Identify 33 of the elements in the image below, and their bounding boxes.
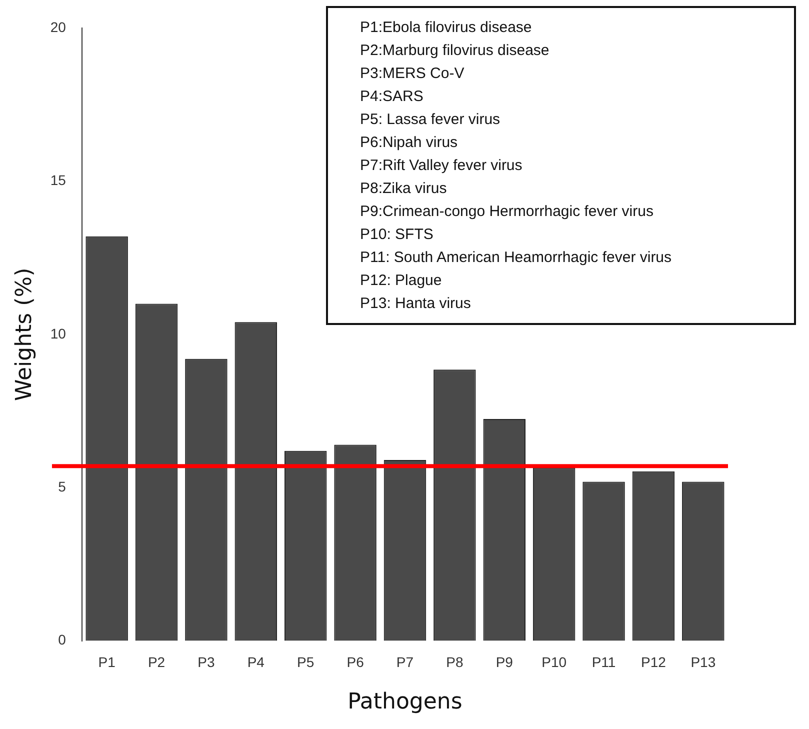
x-tick-label: P3 [198,654,215,670]
annotation: P5: Lassa fever virus [360,110,502,130]
annotation: P1:Ebola filovirus disease [360,18,533,38]
x-tick-label: P10 [542,654,567,670]
y-axis-title: Weights (%) [12,268,37,401]
x-tick-label: P6 [346,654,364,670]
x-tick-label: P4 [247,654,265,670]
x-tick-label: P1 [98,654,116,670]
y-tick-label: 10 [50,325,66,342]
annotation: P11: South American Heamorrhagic fever virus [360,248,673,268]
annotation: P3:MERS Co-V [360,64,466,84]
annotation: P4:SARS [360,87,424,107]
y-tick-label: 5 [58,478,66,494]
x-axis-title: Pathogens [348,690,462,715]
annotation: P8:Zika virus [360,179,448,199]
annotation: P2:Marburg filovirus disease [360,41,550,61]
annotation: P10: SFTS [360,225,434,245]
x-tick-label: P7 [396,654,414,670]
x-tick-label: P12 [640,654,666,670]
annotation: P7:Rift Valley fever virus [360,156,524,176]
annotation: P13: Hanta virus [360,294,472,314]
y-tick-label: 20 [50,18,66,35]
annotation: P9:Crimean-congo Hermorrhagic fever virus [360,202,654,222]
x-tick-label: P11 [592,654,616,670]
x-tick-label: P13 [690,654,716,670]
annotation: P6:Nipah virus [360,133,459,153]
x-tick-label: P5 [297,654,314,670]
x-tick-label: P9 [496,654,514,670]
y-tick-label: 15 [50,172,66,188]
annotation: P12: Plague [360,271,443,291]
y-tick-label: 0 [58,632,66,648]
x-tick-label: P2 [148,654,166,670]
x-tick-label: P8 [446,654,464,670]
